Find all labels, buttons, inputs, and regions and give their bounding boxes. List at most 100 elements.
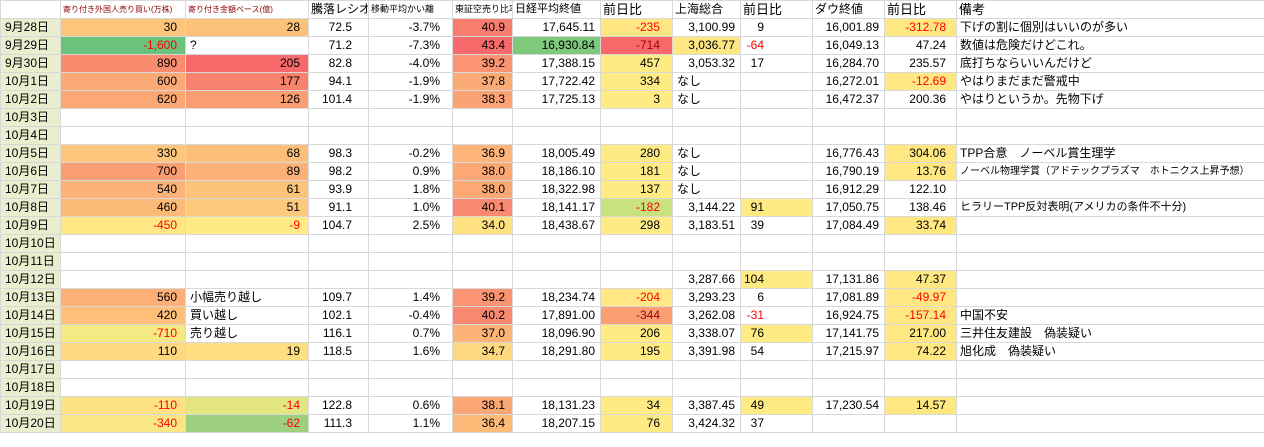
cell-foreign[interactable]: 330 — [60, 144, 186, 163]
cell-nikkei_change[interactable]: 298 — [600, 216, 673, 235]
cell-ratio[interactable] — [308, 252, 369, 271]
cell-amount[interactable]: 28 — [185, 18, 309, 37]
cell-memo[interactable]: 三井住友建設 偽装疑い — [956, 324, 1264, 343]
cell-foreign[interactable] — [60, 270, 186, 289]
cell-dow[interactable]: 16,776.43 — [812, 144, 885, 163]
cell-karauri[interactable]: 38.1 — [452, 396, 513, 415]
cell-nikkei_change[interactable]: 334 — [600, 72, 673, 91]
cell-dow[interactable]: 16,001.89 — [812, 18, 885, 37]
row-date[interactable]: 10月16日 — [0, 342, 61, 361]
cell-amount[interactable] — [185, 126, 309, 145]
cell-nikkei_change[interactable]: 76 — [600, 414, 673, 433]
cell-foreign[interactable]: 30 — [60, 18, 186, 37]
cell-kairi[interactable]: 0.9% — [368, 162, 453, 181]
cell-dow_change[interactable] — [884, 126, 957, 145]
cell-memo[interactable]: ノーベル物理学賞（アドテックプラズマ ホトニクス上昇予想） — [956, 162, 1264, 181]
cell-memo[interactable]: 数値は危険だけどこれ。 — [956, 36, 1264, 55]
cell-foreign[interactable] — [60, 108, 186, 127]
cell-nikkei_change[interactable] — [600, 234, 673, 253]
cell-kairi[interactable] — [368, 270, 453, 289]
cell-dow_change[interactable]: 122.10 — [884, 180, 957, 199]
cell-memo[interactable] — [956, 396, 1264, 415]
cell-ratio[interactable]: 104.7 — [308, 216, 369, 235]
cell-kairi[interactable]: -1.9% — [368, 90, 453, 109]
cell-amount[interactable]: 61 — [185, 180, 309, 199]
cell-shanghai[interactable] — [672, 252, 741, 271]
cell-dow[interactable]: 17,131.86 — [812, 270, 885, 289]
row-date[interactable]: 9月29日 — [0, 36, 61, 55]
row-date[interactable]: 10月11日 — [0, 252, 61, 271]
cell-nikkei[interactable] — [512, 378, 601, 397]
cell-dow[interactable]: 17,050.75 — [812, 198, 885, 217]
cell-foreign[interactable]: -450 — [60, 216, 186, 235]
cell-dow_change[interactable]: 217.00 — [884, 324, 957, 343]
cell-shanghai[interactable]: 3,183.51 — [672, 216, 741, 235]
cell-amount[interactable]: 68 — [185, 144, 309, 163]
row-date[interactable]: 10月1日 — [0, 72, 61, 91]
cell-shanghai[interactable]: なし — [672, 162, 741, 181]
cell-nikkei[interactable]: 18,291.80 — [512, 342, 601, 361]
cell-shanghai_change[interactable]: 104 — [740, 270, 813, 289]
cell-shanghai_change[interactable]: 37 — [740, 414, 813, 433]
cell-karauri[interactable]: 39.2 — [452, 288, 513, 307]
cell-shanghai[interactable]: 3,424.32 — [672, 414, 741, 433]
cell-kairi[interactable]: 1.4% — [368, 288, 453, 307]
cell-nikkei_change[interactable]: 181 — [600, 162, 673, 181]
cell-dow_change[interactable] — [884, 360, 957, 379]
col-header-dow-close[interactable]: ダウ終値 — [812, 0, 885, 19]
cell-karauri[interactable]: 43.4 — [452, 36, 513, 55]
cell-dow_change[interactable]: 138.46 — [884, 198, 957, 217]
cell-nikkei[interactable] — [512, 126, 601, 145]
cell-karauri[interactable]: 38.3 — [452, 90, 513, 109]
cell-shanghai[interactable]: 3,391.98 — [672, 342, 741, 361]
cell-nikkei[interactable] — [512, 234, 601, 253]
cell-shanghai_change[interactable] — [740, 234, 813, 253]
cell-karauri[interactable]: 40.9 — [452, 18, 513, 37]
cell-ratio[interactable]: 91.1 — [308, 198, 369, 217]
cell-nikkei_change[interactable]: 457 — [600, 54, 673, 73]
cell-dow_change[interactable]: 14.57 — [884, 396, 957, 415]
cell-dow_change[interactable]: 74.22 — [884, 342, 957, 361]
cell-kairi[interactable] — [368, 252, 453, 271]
cell-kairi[interactable] — [368, 126, 453, 145]
cell-memo[interactable]: 下げの割に個別はいいのが多い — [956, 18, 1264, 37]
cell-nikkei[interactable] — [512, 108, 601, 127]
cell-kairi[interactable] — [368, 360, 453, 379]
cell-dow[interactable]: 17,215.97 — [812, 342, 885, 361]
cell-kairi[interactable]: 1.1% — [368, 414, 453, 433]
cell-nikkei[interactable]: 17,725.13 — [512, 90, 601, 109]
cell-karauri[interactable]: 38.0 — [452, 180, 513, 199]
cell-nikkei[interactable]: 17,645.11 — [512, 18, 601, 37]
cell-dow_change[interactable]: 304.06 — [884, 144, 957, 163]
cell-dow[interactable]: 17,081.89 — [812, 288, 885, 307]
cell-shanghai_change[interactable]: 9 — [740, 18, 813, 37]
cell-shanghai_change[interactable]: 39 — [740, 216, 813, 235]
cell-nikkei_change[interactable] — [600, 270, 673, 289]
cell-dow_change[interactable] — [884, 234, 957, 253]
cell-dow[interactable]: 17,084.49 — [812, 216, 885, 235]
cell-ratio[interactable] — [308, 108, 369, 127]
cell-karauri[interactable]: 36.4 — [452, 414, 513, 433]
cell-shanghai_change[interactable]: -31 — [740, 306, 813, 325]
cell-dow_change[interactable]: 47.24 — [884, 36, 957, 55]
cell-shanghai[interactable]: なし — [672, 180, 741, 199]
row-date[interactable]: 10月7日 — [0, 180, 61, 199]
cell-memo[interactable] — [956, 216, 1264, 235]
col-header-nikkei-change[interactable]: 前日比 — [600, 0, 673, 19]
cell-kairi[interactable] — [368, 234, 453, 253]
cell-dow_change[interactable]: 33.74 — [884, 216, 957, 235]
cell-nikkei_change[interactable]: 280 — [600, 144, 673, 163]
cell-nikkei_change[interactable] — [600, 108, 673, 127]
cell-shanghai_change[interactable] — [740, 252, 813, 271]
cell-memo[interactable]: 旭化成 偽装疑い — [956, 342, 1264, 361]
col-header-advance-decline-ratio[interactable]: 騰落レシオ — [308, 0, 369, 19]
cell-nikkei_change[interactable]: -344 — [600, 306, 673, 325]
cell-shanghai_change[interactable]: 54 — [740, 342, 813, 361]
cell-nikkei_change[interactable] — [600, 252, 673, 271]
row-date[interactable]: 10月18日 — [0, 378, 61, 397]
cell-nikkei[interactable]: 16,930.84 — [512, 36, 601, 55]
cell-dow[interactable] — [812, 234, 885, 253]
row-date[interactable]: 10月2日 — [0, 90, 61, 109]
cell-foreign[interactable] — [60, 360, 186, 379]
cell-amount[interactable]: 買い越し — [185, 306, 309, 325]
